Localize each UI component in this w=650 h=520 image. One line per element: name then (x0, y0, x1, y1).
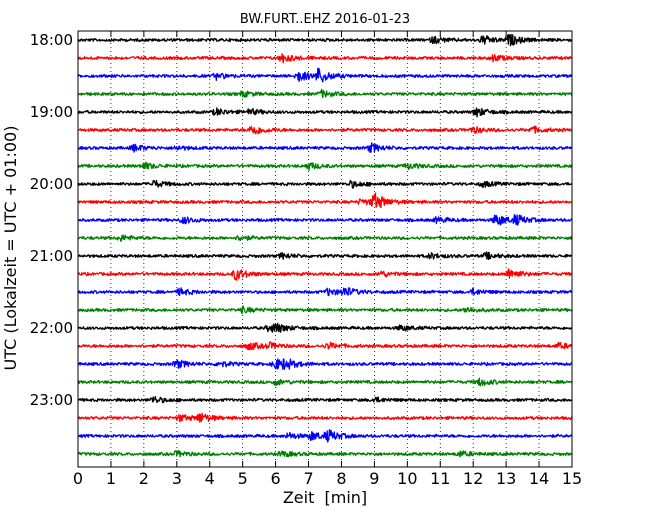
trace-line-2345 (77, 450, 573, 458)
x-tick-label: 5 (238, 469, 248, 488)
x-axis: 0 1 2 3 4 5 6 7 8 9 10 11 12 13 14 15 (73, 31, 582, 488)
x-tick-label: 15 (562, 469, 582, 488)
x-tick-label: 11 (430, 469, 450, 488)
x-tick-label: 9 (369, 469, 379, 488)
x-tick-label: 8 (336, 469, 346, 488)
trace-line-2300 (77, 395, 573, 404)
x-tick-label: 3 (172, 469, 182, 488)
trace-line-2200 (77, 322, 573, 333)
x-tick-label: 4 (205, 469, 215, 488)
x-tick-label: 14 (529, 469, 549, 488)
trace-line-1945 (77, 161, 573, 171)
x-tick-label: 13 (496, 469, 516, 488)
trace-line-1830 (77, 67, 573, 83)
x-tick-label: 10 (397, 469, 417, 488)
x-tick-label: 2 (139, 469, 149, 488)
plot-frame (77, 30, 573, 468)
y-tick-label: 23:00 (30, 391, 73, 409)
chart-title: BW.FURT..EHZ 2016-01-23 (240, 12, 410, 27)
trace-line-2015 (77, 192, 573, 209)
trace-line-2215 (77, 341, 573, 351)
trace-line-1900 (77, 107, 573, 118)
y-axis: 18:00 19:00 20:00 21:00 22:00 23:00 (30, 31, 572, 409)
x-tick-label: 0 (73, 469, 83, 488)
traces-layer (77, 33, 573, 458)
trace-line-1915 (77, 125, 573, 135)
trace-line-2230 (77, 358, 573, 371)
y-tick-label: 19:00 (30, 103, 73, 121)
trace-line-1800 (77, 33, 573, 47)
trace-line-2330 (77, 429, 573, 443)
x-tick-label: 1 (106, 469, 116, 488)
trace-line-2145 (77, 305, 573, 315)
y-tick-label: 21:00 (30, 247, 73, 265)
trace-line-2045 (77, 234, 573, 242)
trace-line-2030 (77, 214, 573, 226)
trace-line-1815 (77, 53, 573, 64)
y-axis-label: UTC (Lokalzeit = UTC + 01:00) (1, 126, 20, 371)
trace-line-2130 (77, 287, 573, 297)
x-axis-label: Zeit [min] (283, 488, 367, 507)
trace-line-2315 (77, 412, 573, 423)
x-tick-label: 12 (463, 469, 483, 488)
y-tick-label: 20:00 (30, 175, 73, 193)
trace-line-1930 (77, 142, 573, 153)
trace-line-2000 (77, 179, 573, 189)
y-tick-label: 22:00 (30, 319, 73, 337)
trace-line-2245 (77, 377, 573, 387)
trace-line-2100 (77, 251, 573, 261)
trace-line-1845 (77, 88, 573, 99)
trace-line-2115 (77, 268, 573, 281)
grid-layer (110, 31, 540, 467)
y-tick-label: 18:00 (30, 31, 73, 49)
x-tick-label: 6 (271, 469, 281, 488)
x-tick-label: 7 (303, 469, 313, 488)
